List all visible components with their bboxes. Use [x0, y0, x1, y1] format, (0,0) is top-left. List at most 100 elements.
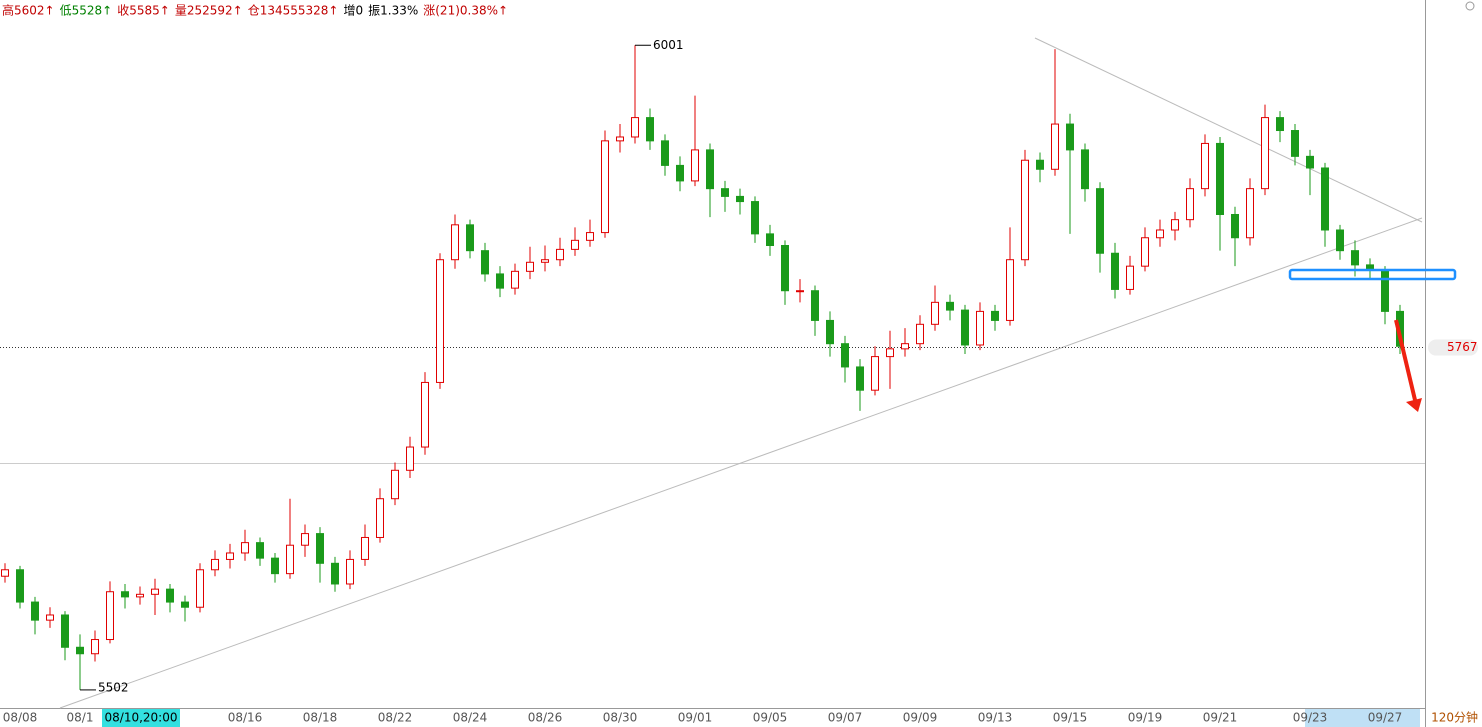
- x-tick-label: 08/1: [67, 711, 94, 725]
- x-tick-label: 09/23: [1293, 711, 1328, 725]
- arrow-head: [1406, 398, 1422, 412]
- candle-body: [16, 569, 24, 603]
- candle-body: [301, 533, 309, 546]
- arrow-shaft: [1394, 319, 1417, 401]
- x-tick-label: 09/09: [903, 711, 938, 725]
- candle-body: [556, 248, 564, 261]
- candle-body: [1201, 142, 1209, 190]
- candle-body: [601, 140, 609, 234]
- header-item: 仓134555328↑: [248, 4, 339, 18]
- x-tick-label: 09/27: [1368, 711, 1403, 725]
- candle-body: [1171, 219, 1179, 231]
- candle-body: [781, 244, 789, 292]
- x-tick-label: 08/30: [603, 711, 638, 725]
- candle-body: [406, 446, 414, 471]
- candle-body: [856, 366, 864, 391]
- selection-range: [1305, 709, 1420, 727]
- period-label: 120分钟: [1431, 710, 1478, 725]
- last-price-label: 5767: [1447, 340, 1478, 354]
- low-label: 5502: [98, 680, 129, 694]
- candle-body: [886, 348, 894, 358]
- x-tick-label: 09/13: [978, 711, 1013, 725]
- candle-body: [481, 250, 489, 275]
- candle-body: [391, 469, 399, 500]
- x-tick-label: 08/08: [3, 711, 38, 725]
- x-tick-label: 08/22: [378, 711, 413, 725]
- x-tick-label: 09/07: [828, 711, 863, 725]
- candle-body: [166, 588, 174, 603]
- last-price-bg: [1428, 339, 1478, 356]
- candle-body: [706, 149, 714, 190]
- candle-body: [976, 310, 984, 346]
- x-tick-label: 08/26: [528, 711, 563, 725]
- candle-body: [196, 569, 204, 608]
- candle-body: [1186, 188, 1194, 221]
- candle-body: [1321, 167, 1329, 231]
- candle-body: [1216, 142, 1224, 215]
- candle-body: [691, 149, 699, 182]
- candle-body: [811, 290, 819, 321]
- candle-body: [211, 558, 219, 571]
- candle-body: [736, 195, 744, 203]
- candle-body: [1291, 130, 1299, 157]
- candle-body: [631, 117, 639, 138]
- candle-body: [421, 381, 429, 448]
- candle-body: [376, 498, 384, 538]
- candle-body: [1261, 117, 1269, 190]
- candle-body: [526, 261, 534, 272]
- header-item: 振1.33%: [368, 4, 418, 18]
- candle-body: [1246, 188, 1254, 239]
- candle-body: [496, 273, 504, 289]
- candle-body: [676, 164, 684, 182]
- header-item: 收5585↑: [117, 4, 170, 18]
- high-label: 6001: [653, 38, 684, 52]
- x-tick-label: 08/18: [303, 711, 338, 725]
- header-item: 涨(21)0.38%↑: [423, 3, 508, 18]
- candle-body: [1036, 159, 1044, 170]
- x-tick-label: 09/19: [1128, 711, 1163, 725]
- x-tick-label: 09/01: [678, 711, 713, 725]
- candle-body: [586, 232, 594, 241]
- candle-body: [616, 136, 624, 142]
- header: 高5602↑ 低5528↑ 收5585↑ 量252592↑ 仓134555328↑ 增0 振…: [2, 3, 508, 18]
- candle-body: [331, 562, 339, 585]
- candle-body: [1276, 117, 1284, 132]
- candle-body: [901, 343, 909, 350]
- candle-body: [571, 239, 579, 250]
- candle-body: [1051, 123, 1059, 170]
- candle-body: [931, 301, 939, 325]
- candle-body: [1306, 155, 1314, 169]
- candle-body: [346, 558, 354, 585]
- candle-body: [751, 201, 759, 235]
- candle-body: [841, 343, 849, 368]
- x-tick-label: 08/24: [453, 711, 488, 725]
- cursor-label: 08/10,20:00: [105, 711, 178, 725]
- candle-body: [271, 557, 279, 575]
- candle-body: [61, 614, 69, 648]
- candle-body: [316, 533, 324, 564]
- candle-body: [121, 591, 129, 598]
- candle-body: [1111, 252, 1119, 290]
- candle-body: [46, 614, 54, 621]
- candle-body: [826, 319, 834, 345]
- candle-body: [31, 601, 39, 621]
- candle-body: [1141, 237, 1149, 267]
- candle-body: [1126, 265, 1134, 290]
- candle-body: [1081, 149, 1089, 190]
- candle-body: [541, 259, 549, 263]
- candle-body: [181, 601, 189, 608]
- candle-body: [1021, 159, 1029, 261]
- x-tick-label: 09/15: [1053, 711, 1088, 725]
- candle-body: [151, 588, 159, 595]
- candle-body: [241, 542, 249, 554]
- header-item: 增0: [343, 4, 363, 18]
- candle-body: [136, 593, 144, 598]
- candle-body: [226, 552, 234, 560]
- x-tick-label: 09/21: [1203, 711, 1238, 725]
- candle-body: [1066, 123, 1074, 151]
- candle-body: [916, 323, 924, 345]
- candle-body: [961, 309, 969, 346]
- header-item: 高5602↑: [2, 3, 55, 18]
